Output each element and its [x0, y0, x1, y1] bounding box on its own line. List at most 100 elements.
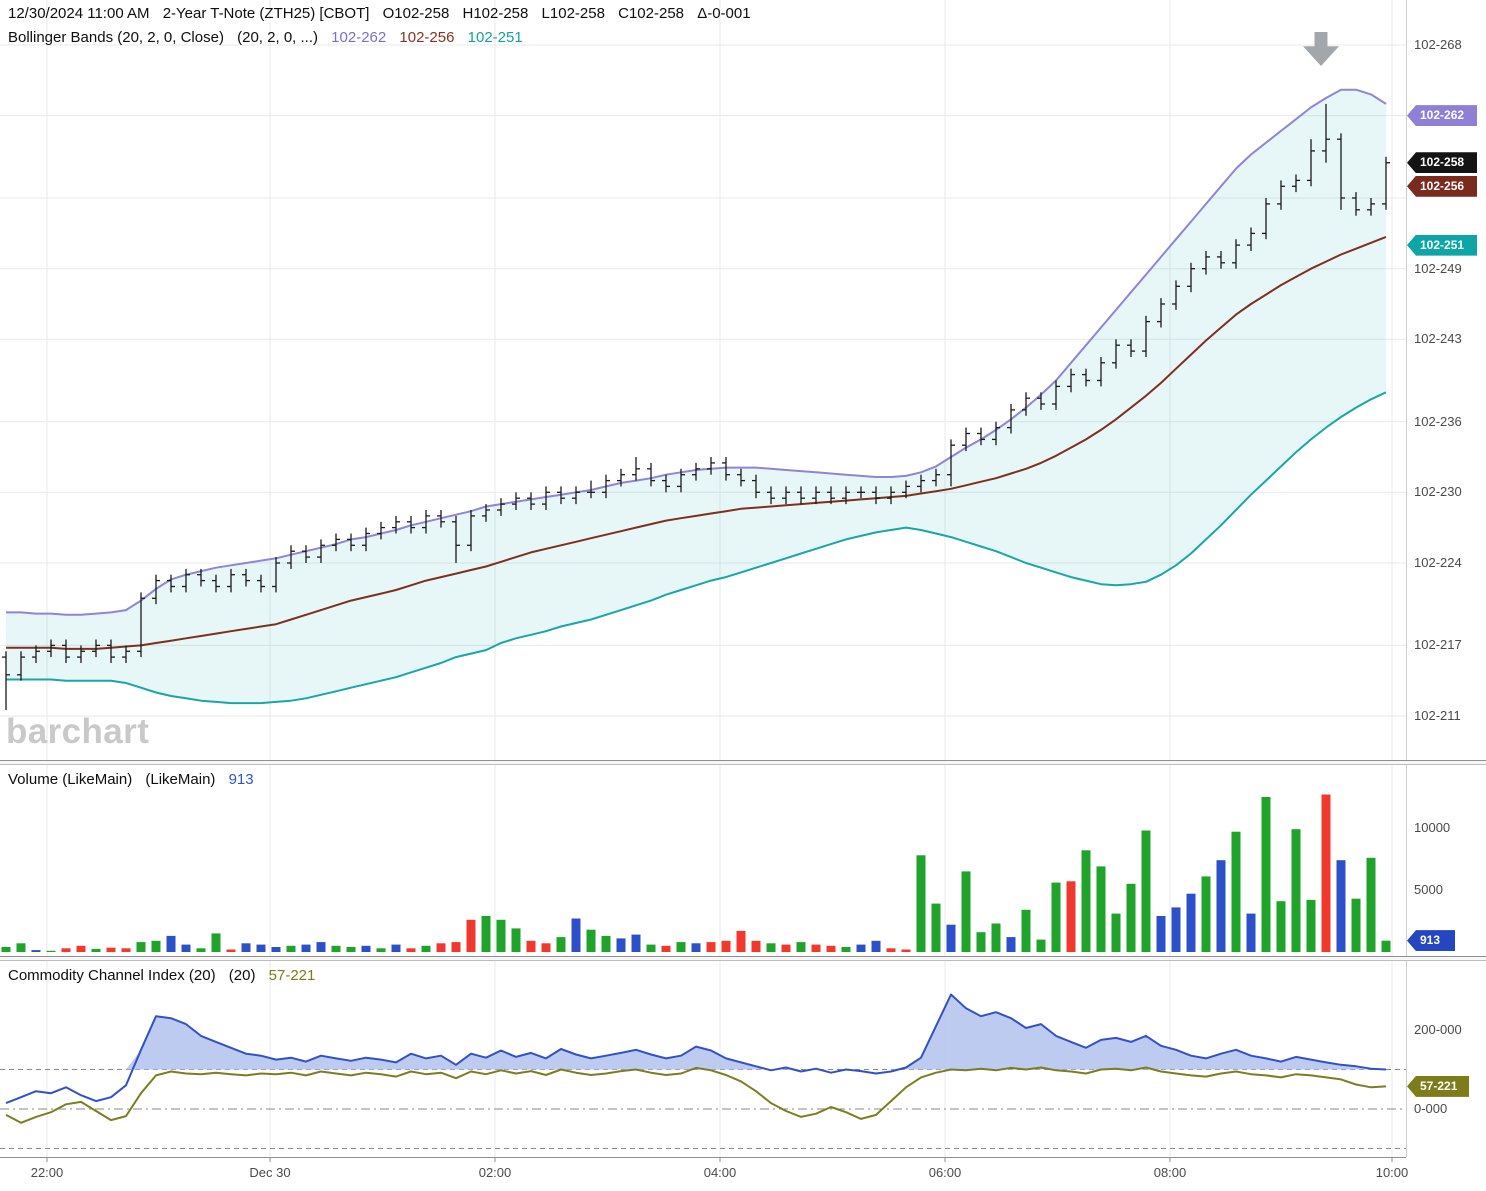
volume-bar — [271, 947, 281, 952]
volume-bar — [661, 945, 671, 952]
volume-bar — [676, 942, 686, 952]
volume-bar — [1066, 881, 1076, 952]
timestamp: 12/30/2024 11:00 AM — [8, 5, 150, 22]
volume-bar — [121, 948, 131, 952]
open-value: O102-258 — [382, 5, 450, 22]
volume-bar — [1201, 876, 1211, 952]
volume-bar — [346, 947, 356, 952]
cci-params: (20) — [228, 967, 256, 984]
bollinger-band-fill — [6, 89, 1386, 704]
cci-olive-line — [5, 1066, 1387, 1124]
volume-bar — [601, 935, 611, 952]
volume-bar — [451, 942, 461, 952]
volume-bar — [1126, 883, 1136, 952]
volume-bar — [781, 944, 791, 952]
volume-bar — [976, 932, 986, 952]
volume-bar — [586, 929, 596, 952]
volume-bar — [496, 919, 506, 952]
volume-bar — [1186, 893, 1196, 952]
volume-bar — [301, 944, 311, 952]
volume-bar — [286, 945, 296, 952]
bollinger-legend: Bollinger Bands (20, 2, 0, Close) (20, 2… — [8, 29, 532, 46]
bollinger-middle-value: 102-256 — [399, 29, 455, 46]
panel-separator-volume — [0, 760, 1486, 765]
volume-bar — [1096, 866, 1106, 952]
volume-bar — [901, 949, 911, 952]
volume-bar — [841, 947, 851, 952]
volume-bar — [706, 942, 716, 952]
volume-bar — [1306, 899, 1316, 952]
volume-bar — [1291, 829, 1301, 952]
volume-bar — [1321, 794, 1331, 952]
volume-bar — [961, 871, 971, 952]
volume-bar — [1246, 913, 1256, 952]
volume-bar — [646, 944, 656, 952]
volume-bar — [166, 935, 176, 952]
volume-bar — [1216, 860, 1226, 952]
volume-bar — [136, 942, 146, 952]
volume-bar — [526, 940, 536, 952]
volume-bar — [946, 924, 956, 952]
volume-bar — [391, 944, 401, 952]
volume-bar — [31, 950, 41, 952]
volume-bar — [1051, 882, 1061, 952]
time-axis-line — [0, 1157, 1406, 1158]
volume-bar — [631, 934, 641, 952]
volume-bar — [211, 933, 221, 952]
cci-value: 57-221 — [268, 967, 316, 984]
cci-legend: Commodity Channel Index (20) (20) 57-221 — [8, 967, 324, 984]
cci-blue-line — [5, 993, 1387, 1105]
bollinger-lower-line — [6, 391, 1387, 705]
volume-bar — [766, 943, 776, 952]
volume-bar — [226, 949, 236, 952]
volume-bar — [106, 947, 116, 952]
volume-bar — [541, 943, 551, 952]
price-axis-border — [1406, 0, 1407, 1157]
change-value: Δ-0-001 — [697, 5, 751, 22]
volume-bar — [1276, 901, 1286, 952]
bollinger-middle-line — [6, 235, 1387, 650]
volume-bar — [796, 942, 806, 952]
volume-bar — [931, 903, 941, 952]
bollinger-label: Bollinger Bands (20, 2, 0, Close) — [8, 29, 224, 46]
high-value: H102-258 — [462, 5, 529, 22]
volume-params: (LikeMain) — [145, 771, 216, 788]
contract-name: 2-Year T-Note (ZTH25) [CBOT] — [162, 5, 370, 22]
volume-bar — [1111, 913, 1121, 952]
volume-bar — [241, 943, 251, 952]
close-value: C102-258 — [618, 5, 685, 22]
barchart-watermark: barchart — [6, 712, 150, 751]
volume-bar — [616, 938, 626, 952]
volume-bar — [1006, 937, 1016, 952]
volume-bar — [826, 945, 836, 952]
volume-bar — [886, 948, 896, 952]
volume-bar — [46, 950, 56, 952]
volume-bar — [1351, 898, 1361, 952]
volume-bar — [316, 942, 326, 952]
volume-bar — [721, 940, 731, 952]
volume-bar — [466, 919, 476, 952]
volume-bar — [181, 944, 191, 952]
bollinger-lower-value: 102-251 — [467, 29, 523, 46]
volume-bar — [1141, 830, 1151, 952]
volume-bar — [361, 945, 371, 952]
volume-value: 913 — [228, 771, 254, 788]
volume-bar — [916, 855, 926, 952]
volume-bar — [811, 944, 821, 952]
volume-bar — [856, 944, 866, 952]
volume-bar — [61, 948, 71, 952]
volume-bar — [736, 930, 746, 952]
volume-bar — [151, 940, 161, 952]
volume-legend: Volume (LikeMain) (LikeMain) 913 — [8, 771, 263, 788]
volume-bar — [481, 916, 491, 952]
volume-bar — [1, 947, 11, 952]
volume-bar — [991, 923, 1001, 952]
volume-bar — [1156, 916, 1166, 952]
volume-bar — [256, 944, 266, 952]
volume-bar — [1021, 909, 1031, 952]
volume-bar — [76, 945, 86, 952]
volume-bar — [1366, 857, 1376, 952]
volume-bar — [571, 918, 581, 952]
volume-bar — [331, 945, 341, 952]
